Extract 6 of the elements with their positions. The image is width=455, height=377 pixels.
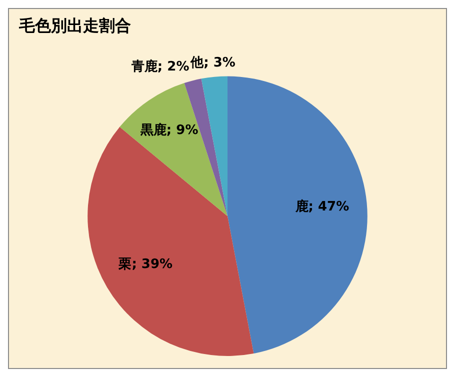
slice-label: 他; 3% [190, 55, 236, 70]
slice-label: 黒鹿; 9% [139, 122, 198, 138]
chart-title: 毛色別出走割合 [18, 16, 131, 35]
slice-label: 青鹿; 2% [130, 58, 190, 74]
slice-label: 鹿; 47% [294, 198, 350, 215]
slice-label: 栗; 39% [118, 256, 173, 272]
